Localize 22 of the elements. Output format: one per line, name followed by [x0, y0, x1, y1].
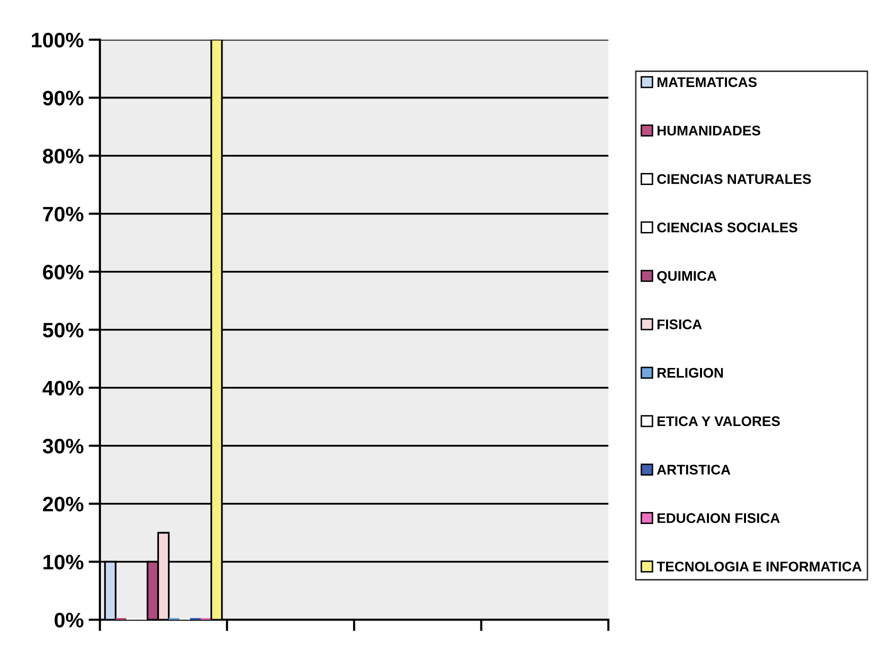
legend-label: MATEMATICAS [658, 77, 757, 88]
legend-label: ETICA Y VALORES [658, 416, 780, 426]
y-tick-label: 60% [43, 264, 84, 280]
y-tick-label: 100% [32, 32, 84, 48]
y-tick-label: 50% [42, 322, 84, 338]
y-tick-label: 90% [42, 90, 84, 106]
legend-label: CIENCIAS NATURALES [657, 174, 811, 184]
legend-label: HUMANIDADES [658, 126, 760, 136]
legend-label: TECNOLOGIA E INFORMATICA [656, 562, 862, 572]
legend-label: FISICA [658, 319, 702, 330]
legend-label: ARTISTICA [656, 464, 730, 475]
legend-label: RELIGION [658, 368, 723, 378]
legend-label: CIENCIAS SOCIALES [657, 222, 798, 232]
y-tick-label: 20% [42, 496, 84, 512]
legend-label: EDUCAION FISICA [658, 513, 780, 524]
legend-label: QUIMICA [657, 270, 716, 284]
y-tick-label: 10% [44, 554, 84, 570]
y-tick-label: 0% [54, 612, 84, 628]
y-tick-label: 40% [42, 380, 84, 396]
y-tick-label: 80% [42, 148, 84, 164]
y-tick-label: 30% [42, 438, 84, 454]
y-tick-label: 70% [43, 206, 84, 222]
